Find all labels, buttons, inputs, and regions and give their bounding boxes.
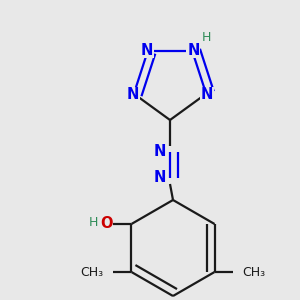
Text: N: N xyxy=(187,43,200,58)
Text: N: N xyxy=(201,87,213,102)
Text: CH₃: CH₃ xyxy=(243,266,266,278)
Text: N: N xyxy=(154,145,166,160)
Text: H: H xyxy=(202,31,211,44)
Text: H: H xyxy=(89,217,98,230)
Text: N: N xyxy=(140,43,153,58)
Text: O: O xyxy=(100,217,113,232)
Text: N: N xyxy=(154,170,166,185)
Text: CH₃: CH₃ xyxy=(80,266,104,278)
Text: N: N xyxy=(127,87,139,102)
